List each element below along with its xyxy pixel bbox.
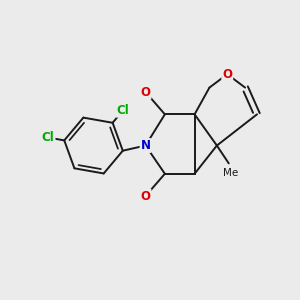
Text: O: O <box>140 190 151 202</box>
Text: Cl: Cl <box>117 104 130 117</box>
Text: Cl: Cl <box>42 131 55 144</box>
Text: Me: Me <box>223 168 238 178</box>
Text: O: O <box>222 68 232 81</box>
Text: O: O <box>140 85 151 98</box>
Text: N: N <box>140 139 151 152</box>
